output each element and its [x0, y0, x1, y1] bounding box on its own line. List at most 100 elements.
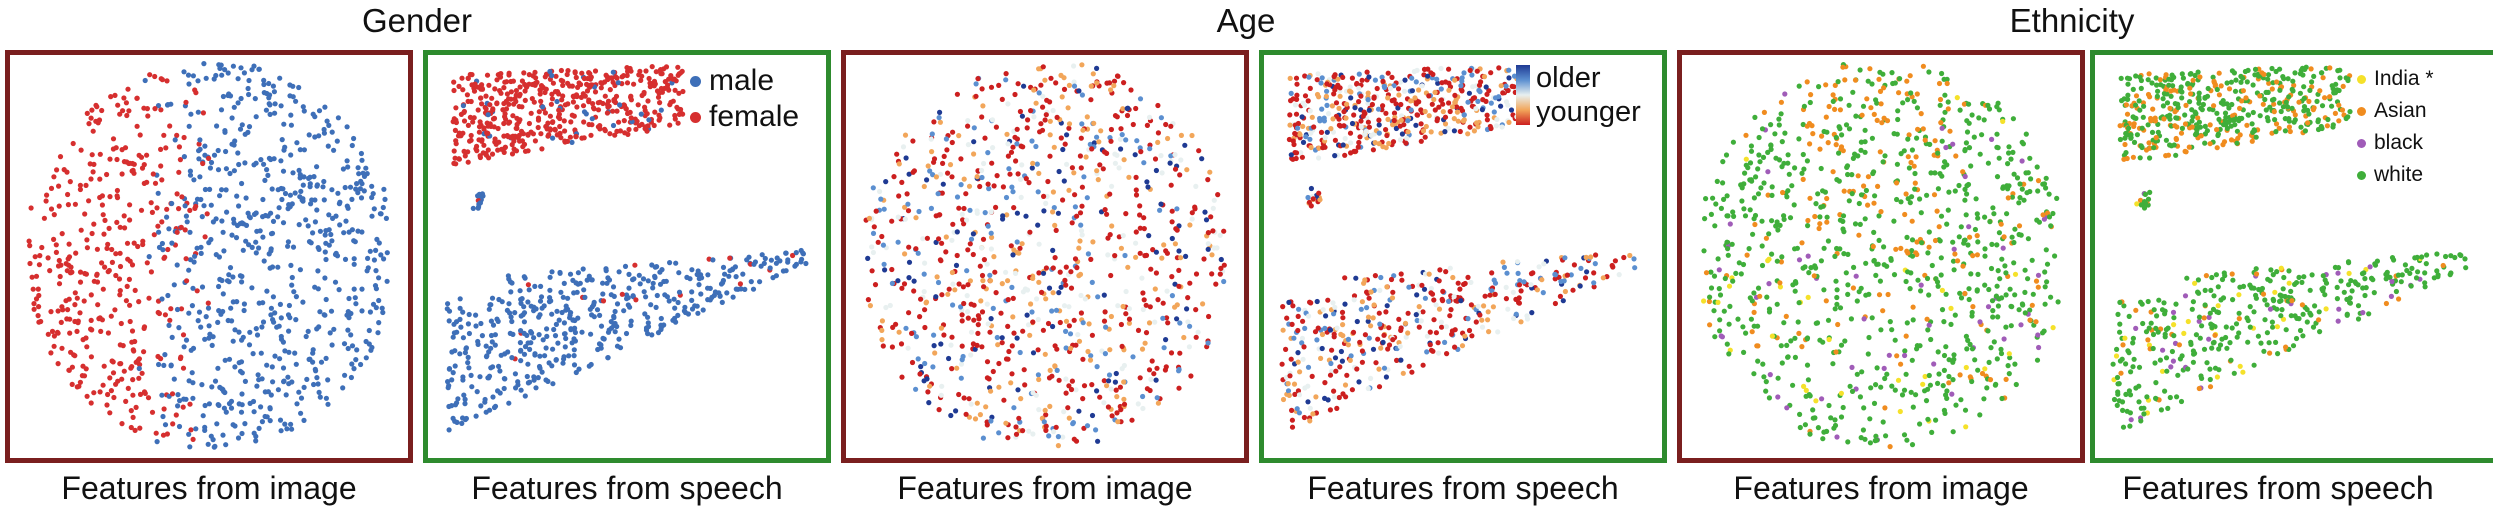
- scatter-point: [1046, 433, 1052, 439]
- scatter-point: [1767, 372, 1773, 378]
- scatter-point: [1949, 391, 1955, 397]
- scatter-point: [1391, 97, 1397, 103]
- scatter-point: [473, 413, 479, 419]
- scatter-point: [1078, 228, 1085, 234]
- scatter-point: [931, 332, 937, 338]
- scatter-point: [571, 362, 578, 368]
- scatter-point: [1365, 119, 1371, 125]
- scatter-point: [1436, 104, 1442, 110]
- scatter-point: [1176, 368, 1182, 374]
- scatter-point: [1935, 349, 1941, 355]
- scatter-point: [1108, 386, 1114, 392]
- scatter-point: [337, 222, 343, 228]
- scatter-point: [1155, 297, 1161, 303]
- scatter-point: [117, 292, 123, 298]
- scatter-point: [110, 136, 117, 142]
- scatter-point: [55, 361, 61, 367]
- scatter-point: [1938, 120, 1944, 126]
- scatter-point: [1008, 149, 1015, 155]
- scatter-point: [1081, 383, 1088, 389]
- scatter-point: [65, 191, 71, 198]
- scatter-point: [538, 98, 544, 104]
- scatter-point: [84, 237, 90, 243]
- scatter-point: [168, 306, 174, 312]
- scatter-point: [1337, 364, 1343, 370]
- scatter-point: [569, 112, 575, 118]
- scatter-point: [1299, 154, 1305, 160]
- scatter-point: [469, 384, 475, 390]
- scatter-point: [1348, 150, 1354, 156]
- scatter-point: [1944, 221, 1950, 227]
- scatter-point: [494, 101, 500, 107]
- scatter-point: [619, 291, 625, 297]
- scatter-point: [2041, 181, 2048, 187]
- scatter-point: [1985, 160, 1991, 166]
- scatter-point: [263, 107, 269, 113]
- scatter-point: [181, 154, 187, 160]
- scatter-point: [108, 94, 114, 100]
- scatter-point: [1833, 142, 1839, 148]
- scatter-point: [351, 366, 357, 372]
- scatter-point: [1926, 292, 1932, 298]
- scatter-point: [161, 362, 167, 368]
- scatter-point: [891, 174, 897, 180]
- scatter-point: [1755, 166, 1761, 172]
- scatter-point: [598, 323, 605, 329]
- scatter-point: [321, 130, 327, 136]
- scatter-point: [1995, 303, 2001, 309]
- scatter-point: [1909, 442, 1916, 448]
- scatter-point: [165, 246, 171, 253]
- scatter-point: [2019, 158, 2025, 164]
- scatter-point: [506, 301, 512, 307]
- scatter-point: [279, 137, 285, 143]
- scatter-point: [107, 194, 113, 200]
- scatter-point: [132, 287, 138, 293]
- scatter-point: [1331, 311, 1337, 317]
- scatter-point: [291, 289, 297, 295]
- scatter-point: [1990, 314, 1996, 320]
- scatter-point: [1385, 95, 1391, 101]
- scatter-point: [232, 327, 238, 333]
- scatter-point: [340, 385, 346, 391]
- scatter-point: [1467, 67, 1473, 73]
- scatter-point: [924, 235, 930, 241]
- scatter-point: [1306, 74, 1312, 80]
- scatter-point: [1218, 256, 1224, 263]
- scatter-point: [1931, 192, 1938, 198]
- scatter-point: [307, 181, 313, 187]
- scatter-point: [2017, 181, 2023, 187]
- scatter-point: [1817, 214, 1823, 220]
- scatter-point: [1010, 252, 1016, 258]
- scatter-point: [513, 92, 519, 98]
- scatter-point: [123, 100, 129, 106]
- scatter-point: [980, 278, 986, 284]
- scatter-point: [1881, 365, 1887, 371]
- scatter-point: [1365, 90, 1371, 96]
- scatter-point: [984, 261, 990, 267]
- scatter-point: [1434, 116, 1441, 122]
- scatter-point: [1800, 121, 1806, 128]
- scatter-point: [108, 313, 114, 319]
- scatter-point: [1845, 291, 1851, 297]
- scatter-point: [102, 217, 108, 223]
- scatter-point: [1752, 114, 1758, 120]
- scatter-point: [1777, 280, 1783, 286]
- scatter-point: [1944, 80, 1950, 87]
- scatter-point: [1174, 316, 1180, 322]
- scatter-point: [255, 372, 261, 378]
- scatter-point: [1449, 104, 1455, 110]
- scatter-point: [1972, 357, 1978, 363]
- scatter-point: [875, 239, 881, 245]
- scatter-point: [1199, 156, 1205, 162]
- scatter-point: [1894, 180, 1900, 186]
- scatter-point: [1465, 316, 1471, 322]
- scatter-point: [1418, 318, 1424, 324]
- scatter-point: [1342, 275, 1348, 281]
- scatter-point: [1101, 378, 1107, 384]
- scatter-point: [975, 330, 981, 336]
- scatter-point: [150, 171, 156, 177]
- scatter-point: [1716, 267, 1722, 273]
- scatter-point: [247, 329, 253, 335]
- scatter-point: [63, 298, 69, 304]
- scatter-point: [1066, 383, 1072, 389]
